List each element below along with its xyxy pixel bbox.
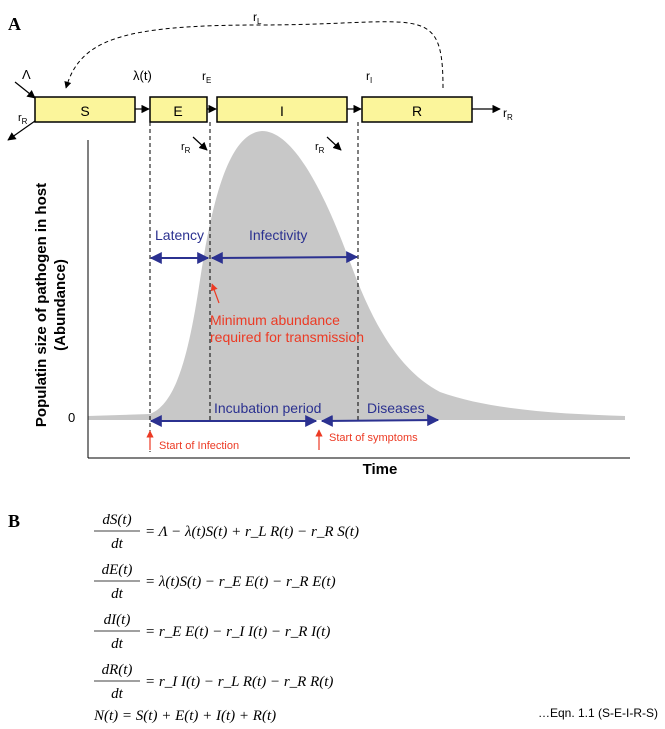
arrow-lambda-in (14, 81, 36, 99)
equation-r: dR(t) dt = r_I I(t) − r_L R(t) − r_R R(t… (94, 662, 333, 702)
svg-text:dI(t): dI(t) (104, 612, 131, 628)
equation-reference: …Eqn. 1.1 (S-E-I-R-S) (538, 706, 658, 720)
svg-text:dt: dt (111, 586, 124, 602)
incubation-label: Incubation period (214, 400, 321, 416)
arrow-s-removal (7, 120, 36, 141)
start-infection-label: Start of Infection (159, 440, 239, 452)
rr-e-label: rR (181, 141, 191, 155)
svg-text:= r_I I(t) − r_L R(t) − r_R R(: = r_I I(t) − r_L R(t) − r_R R(t) (145, 674, 333, 690)
svg-text:Populatin size of pathogen in: Populatin size of pathogen in host (33, 183, 50, 427)
box-r (361, 96, 473, 123)
equation-i: dI(t) dt = r_E E(t) − r_I I(t) − r_R I(t… (94, 612, 330, 652)
ri-label: rI (366, 69, 372, 85)
panel-a-label: A (8, 14, 21, 34)
start-symptoms-label: Start of symptoms (329, 432, 418, 444)
svg-text:dS(t): dS(t) (102, 512, 131, 528)
rr-s-label: rR (18, 112, 28, 126)
x-axis-label: Time (363, 461, 398, 478)
infectivity-arrow (210, 251, 359, 264)
box-s-label: S (80, 103, 89, 119)
box-i-label: I (280, 103, 284, 119)
panel-b-label: B (8, 511, 20, 531)
lambda-t-label: λ(t) (133, 68, 152, 83)
min-abundance-line2: required for transmission (210, 329, 364, 345)
equation-n: N(t) = S(t) + E(t) + I(t) + R(t) (93, 708, 276, 724)
arrow-e-removal (192, 136, 208, 151)
latency-label: Latency (155, 227, 204, 243)
abundance-curve (88, 131, 625, 420)
rr-out-label: rR (503, 106, 513, 122)
svg-text:dR(t): dR(t) (102, 662, 133, 678)
infectivity-label: Infectivity (249, 227, 307, 243)
svg-text:dt: dt (111, 636, 124, 652)
diseases-arrow (320, 414, 440, 427)
lambda-in-label: Λ (22, 67, 31, 82)
box-s (34, 96, 136, 123)
feedback-arc (64, 21, 444, 89)
svg-text:dE(t): dE(t) (102, 562, 133, 578)
box-r-label: R (412, 103, 422, 119)
svg-text:dt: dt (111, 686, 124, 702)
box-i (216, 96, 348, 123)
equation-s: dS(t) dt = Λ − λ(t)S(t) + r_L R(t) − r_R… (94, 512, 359, 552)
diseases-label: Diseases (367, 400, 425, 416)
equation-e: dE(t) dt = λ(t)S(t) − r_E E(t) − r_R E(t… (94, 562, 336, 602)
svg-text:dt: dt (111, 536, 124, 552)
zero-tick: 0 (68, 410, 75, 425)
rr-i-label: rR (315, 141, 325, 155)
svg-text:= λ(t)S(t) − r_E E(t) − r_R E(: = λ(t)S(t) − r_E E(t) − r_R E(t) (145, 574, 336, 590)
svg-text:(Abundance): (Abundance) (52, 259, 69, 351)
re-label: rE (202, 69, 211, 85)
min-abundance-pointer (210, 283, 220, 304)
rl-label: rL (253, 10, 262, 26)
y-axis-label: Populatin size of pathogen in host (Abun… (33, 183, 69, 427)
svg-text:= r_E E(t) − r_I I(t) − r_R I(: = r_E E(t) − r_I I(t) − r_R I(t) (145, 624, 330, 640)
arrow-i-removal (326, 136, 342, 151)
min-abundance-line1: Minimum abundance (210, 312, 340, 328)
box-e-label: E (173, 103, 182, 119)
svg-text:= Λ − λ(t)S(t) + r_L R(t) − r_: = Λ − λ(t)S(t) + r_L R(t) − r_R S(t) (145, 524, 359, 540)
